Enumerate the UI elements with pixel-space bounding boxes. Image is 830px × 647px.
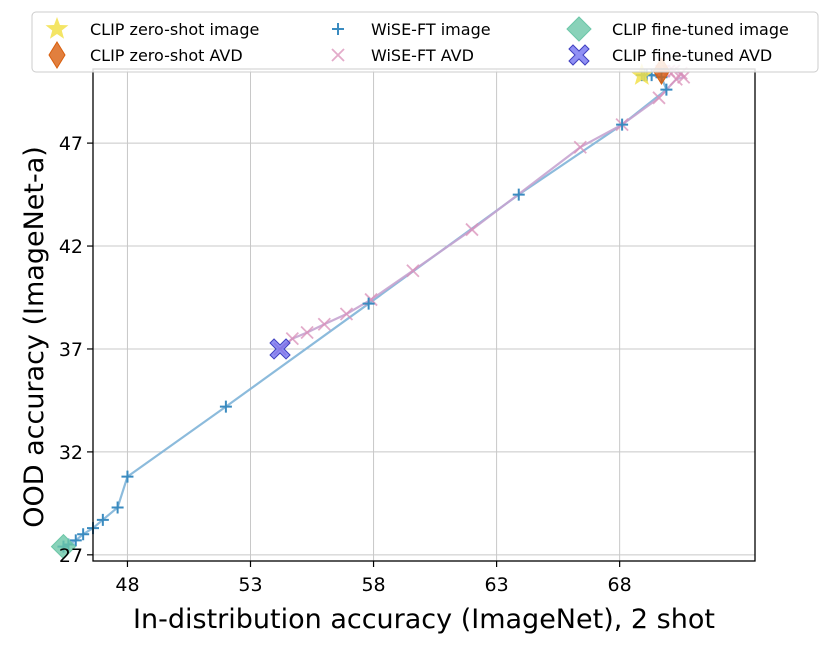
point-wise-ft-image <box>69 534 82 547</box>
point-wise-ft-avd <box>339 307 354 321</box>
point-wise-ft-avd <box>406 264 420 278</box>
legend-marker-clip-zero-shot-image <box>45 17 69 39</box>
y-tick-label: 47 <box>59 133 83 155</box>
legend: CLIP zero-shot image CLIP zero-shot AVD Wi… <box>31 11 819 73</box>
y-tick-label: 37 <box>59 339 83 361</box>
point-wise-ft-avd <box>676 70 691 84</box>
legend-box <box>31 11 819 73</box>
data-points <box>50 57 691 560</box>
legend-marker-clip-zero-shot-avd <box>48 41 66 69</box>
point-wise-ft-image <box>660 83 673 96</box>
legend-marker-wise-ft-image <box>332 23 344 35</box>
x-tick-label: 53 <box>238 574 262 596</box>
legend-label-clip-fine-tuned-image: CLIP fine-tuned image <box>612 20 789 39</box>
point-wise-ft-avd <box>300 325 314 340</box>
point-wise-ft-image <box>121 470 134 483</box>
legend-marker-clip-fine-tuned-avd <box>568 44 590 66</box>
grid <box>93 69 755 561</box>
point-clip-fine-tuned-avd <box>269 338 291 360</box>
point-wise-ft-image <box>512 188 525 201</box>
legend-label-clip-zero-shot-avd: CLIP zero-shot AVD <box>90 46 243 65</box>
legend-label-wise-ft-avd: WiSE-FT AVD <box>371 46 474 65</box>
point-wise-ft-image <box>362 297 375 310</box>
point-wise-ft-avd <box>317 317 331 331</box>
legend-label-clip-zero-shot-image: CLIP zero-shot image <box>90 20 259 39</box>
x-tick-label: 68 <box>608 574 632 596</box>
legend-marker-wise-ft-avd <box>331 48 345 62</box>
point-wise-ft-avd <box>573 140 587 154</box>
y-axis-label: OOD accuracy (ImageNet-a) <box>19 146 50 528</box>
point-wise-ft-image <box>77 528 90 541</box>
legend-label-wise-ft-image: WiSE-FT image <box>371 20 491 39</box>
point-clip-fine-tuned-image <box>50 533 77 560</box>
series-line-wise-ft-image <box>63 74 668 548</box>
y-tick-label: 42 <box>59 236 83 258</box>
point-wise-ft-image <box>111 501 124 514</box>
x-axis-label: In-distribution accuracy (ImageNet), 2 s… <box>133 604 715 635</box>
axis-ticks: 48 53 58 63 68 27 32 37 42 47 <box>59 133 632 596</box>
point-wise-ft-avd <box>465 222 479 237</box>
series-line-wise-ft-avd <box>279 70 686 350</box>
y-tick-label: 27 <box>59 545 83 567</box>
point-wise-ft-image <box>616 118 629 131</box>
point-wise-ft-image <box>219 400 232 413</box>
y-tick-label: 32 <box>59 442 83 464</box>
point-clip-zero-shot-image <box>630 63 654 85</box>
point-wise-ft-avd <box>652 91 666 105</box>
point-wise-ft-image <box>96 513 109 526</box>
x-tick-label: 48 <box>115 574 139 596</box>
x-tick-label: 58 <box>361 574 385 596</box>
x-tick-label: 63 <box>485 574 509 596</box>
legend-marker-clip-fine-tuned-image <box>566 16 592 42</box>
legend-label-clip-fine-tuned-avd: CLIP fine-tuned AVD <box>612 46 772 65</box>
